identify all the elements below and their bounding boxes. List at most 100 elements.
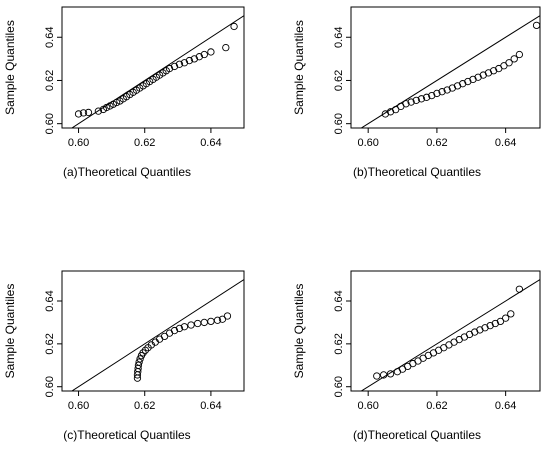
- data-point: [194, 319, 202, 328]
- data-point: [135, 358, 143, 366]
- x-tick-label: 0.60: [68, 137, 89, 149]
- reference-line: [360, 15, 540, 128]
- panel-a: 0.60 0.62 0.64 0.60 0.62 0.64 (a)Theoretical Q…: [3, 6, 245, 179]
- x-axis-title: (c)Theoretical Quantiles: [63, 428, 190, 442]
- data-point: [381, 110, 390, 118]
- data-point: [484, 69, 493, 77]
- x-tick-label: 0.64: [200, 400, 221, 412]
- data-point: [141, 346, 150, 354]
- data-point: [112, 98, 121, 107]
- panel-d: 0.60 0.62 0.64 0.60 0.62 0.64 (d)Theoretical Q…: [292, 270, 541, 442]
- y-axis-title: Sample Quantiles: [292, 284, 306, 379]
- y-tick-label: 0.62: [333, 70, 345, 91]
- plot-frame: [350, 6, 541, 129]
- data-point: [505, 59, 513, 67]
- data-point: [175, 60, 184, 68]
- data-point: [160, 332, 169, 341]
- data-point: [139, 349, 147, 357]
- y-axis-title: Sample Quantiles: [292, 20, 306, 115]
- x-axis-title: (d)Theoretical Quantiles: [353, 428, 481, 442]
- x-tick-label: 0.62: [426, 400, 447, 412]
- data-point: [443, 86, 451, 94]
- y-axis-title: Sample Quantiles: [3, 20, 17, 115]
- data-point: [195, 53, 203, 61]
- data-point: [222, 43, 230, 52]
- y-tick-label: 0.64: [333, 290, 345, 311]
- data-point: [230, 22, 238, 31]
- data-point: [486, 321, 494, 330]
- data-point: [476, 326, 484, 334]
- y-tick-label: 0.62: [44, 70, 56, 91]
- data-point: [464, 77, 472, 86]
- data-point: [501, 314, 510, 322]
- data-point: [479, 71, 487, 79]
- x-tick-label: 0.62: [134, 137, 155, 149]
- data-point: [136, 355, 144, 363]
- data-point: [515, 285, 524, 293]
- data-point: [103, 103, 111, 112]
- data-point: [510, 55, 518, 63]
- data-point: [379, 371, 388, 379]
- data-point: [165, 329, 174, 337]
- data-point: [386, 370, 395, 378]
- data-point: [74, 110, 83, 118]
- data-point: [175, 324, 184, 333]
- data-point: [417, 95, 426, 103]
- data-point: [84, 108, 93, 117]
- data-point: [94, 107, 103, 115]
- data-point: [392, 105, 400, 114]
- y-tick-label: 0.60: [44, 376, 56, 397]
- data-point: [207, 317, 215, 326]
- reference-line: [71, 15, 244, 128]
- plot-frame: [61, 270, 245, 392]
- data-point: [223, 312, 232, 320]
- x-tick-label: 0.62: [426, 137, 447, 149]
- y-tick-label: 0.60: [333, 376, 345, 397]
- data-point: [407, 98, 415, 106]
- data-point: [190, 55, 199, 63]
- y-tick-label: 0.64: [333, 27, 345, 48]
- data-point: [187, 321, 195, 329]
- data-point: [386, 108, 395, 116]
- data-point: [200, 318, 208, 327]
- y-tick-label: 0.64: [44, 290, 56, 311]
- data-point: [165, 64, 174, 73]
- data-point: [433, 89, 441, 98]
- plot-frame: [350, 270, 541, 392]
- data-point: [474, 73, 482, 81]
- reference-line: [71, 279, 244, 391]
- data-point: [213, 316, 222, 324]
- data-point: [481, 324, 489, 332]
- data-point: [438, 88, 446, 96]
- y-tick-label: 0.60: [44, 113, 56, 134]
- y-tick-label: 0.64: [44, 27, 56, 48]
- data-point: [218, 315, 227, 323]
- data-point: [79, 109, 88, 117]
- data-point: [491, 319, 499, 328]
- reference-line: [360, 279, 540, 391]
- data-point: [200, 50, 208, 59]
- data-point: [532, 21, 541, 30]
- y-tick-label: 0.62: [44, 333, 56, 354]
- data-point: [373, 372, 381, 380]
- y-tick-label: 0.60: [333, 113, 345, 134]
- data-point: [469, 75, 477, 84]
- x-tick-label: 0.64: [495, 137, 516, 149]
- data-point: [422, 93, 431, 101]
- x-tick-label: 0.62: [134, 400, 155, 412]
- data-point: [185, 56, 194, 65]
- x-axis-title: (a)Theoretical Quantiles: [63, 165, 191, 179]
- data-point: [489, 67, 498, 75]
- data-point: [448, 84, 457, 92]
- y-axis-title: Sample Quantiles: [3, 284, 17, 379]
- data-point: [207, 48, 215, 56]
- y-tick-label: 0.62: [333, 333, 345, 354]
- plot-frame: [61, 6, 245, 129]
- data-point: [412, 96, 420, 104]
- x-tick-label: 0.60: [68, 400, 89, 412]
- data-point: [459, 80, 467, 88]
- data-point: [453, 82, 462, 90]
- x-tick-label: 0.60: [357, 137, 378, 149]
- data-point: [170, 326, 179, 335]
